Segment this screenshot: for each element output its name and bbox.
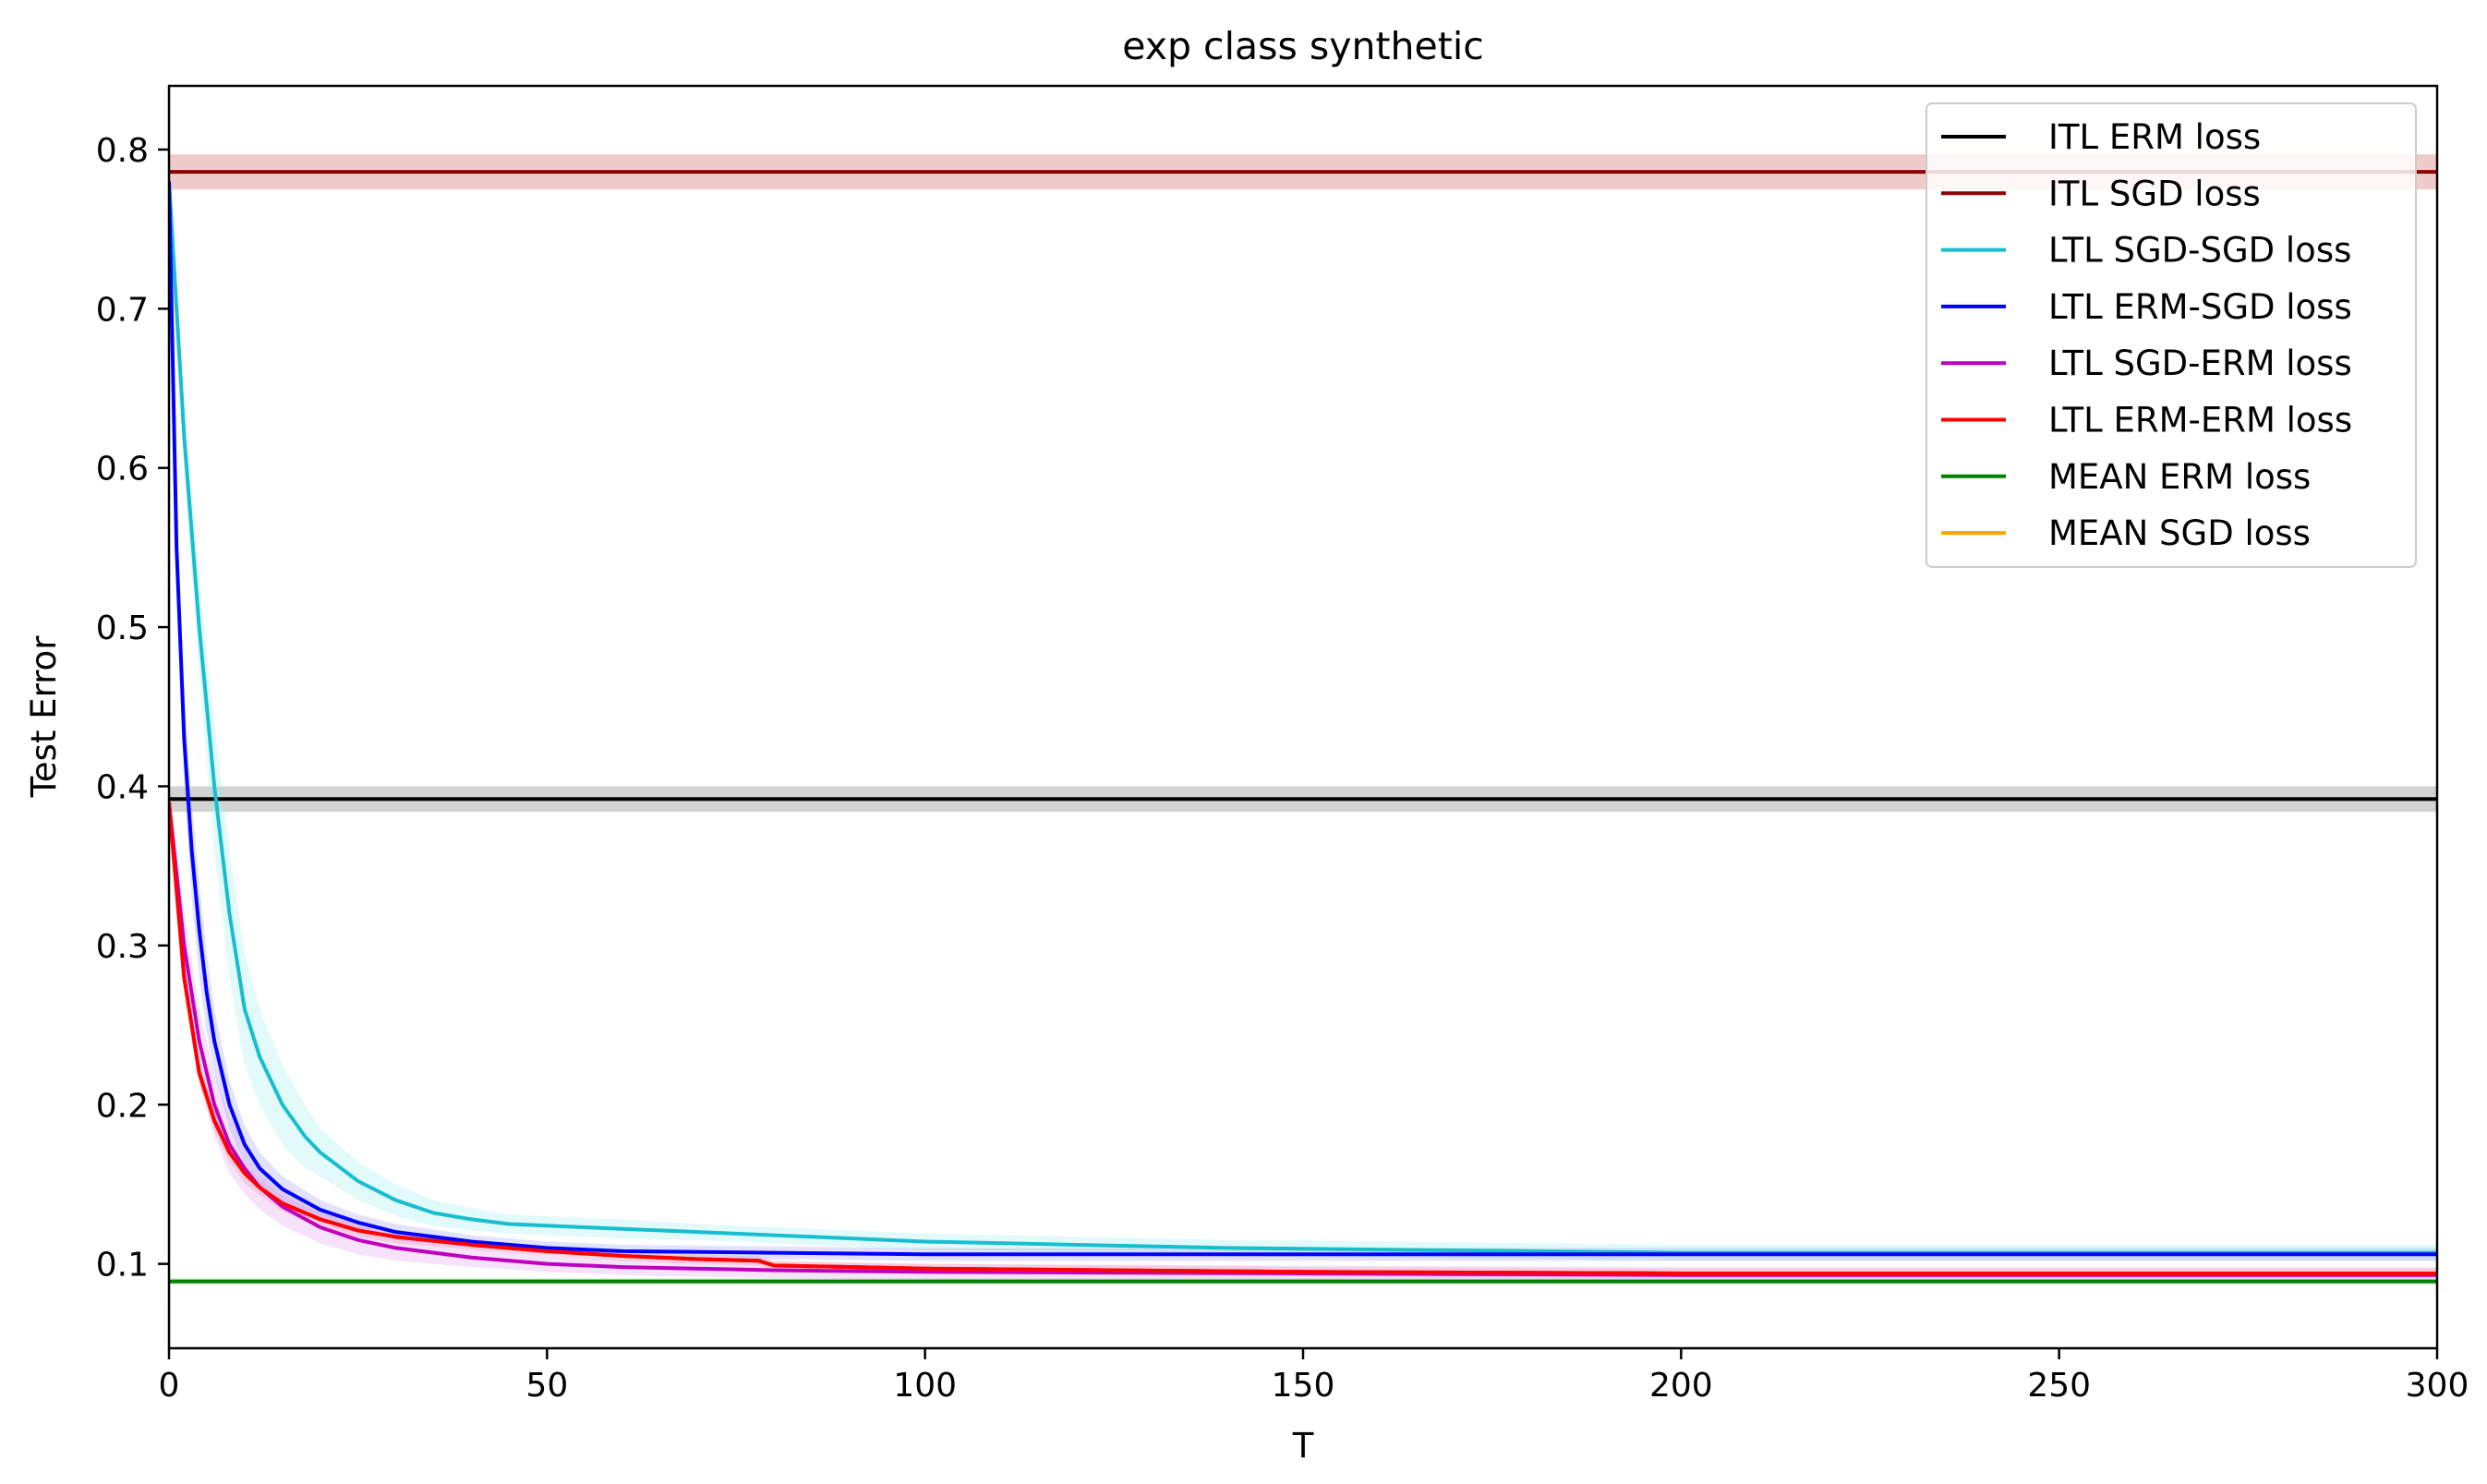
ltl-sgd-erm-loss-line bbox=[169, 802, 2437, 1277]
y-tick-label: 0.7 bbox=[96, 291, 149, 329]
legend-label-itl-sgd-loss: ITL SGD loss bbox=[2048, 174, 2261, 213]
y-axis: 0.1 0.2 0.3 0.4 0.5 0.6 0.7 0.8 bbox=[96, 132, 169, 1285]
legend-box bbox=[1926, 103, 2417, 568]
legend: ITL ERM loss ITL SGD loss LTL SGD-SGD loss… bbox=[1926, 103, 2417, 568]
x-tick-label: 0 bbox=[159, 1367, 180, 1405]
y-axis-label: Test Error bbox=[24, 635, 64, 799]
x-tick-label: 200 bbox=[1649, 1367, 1713, 1405]
y-tick-label: 0.5 bbox=[96, 609, 149, 647]
x-tick-label: 250 bbox=[2027, 1367, 2091, 1405]
chart-title: exp class synthetic bbox=[1122, 24, 1484, 68]
x-tick-label: 150 bbox=[1272, 1367, 1335, 1405]
y-tick-label: 0.1 bbox=[96, 1247, 149, 1285]
legend-label-mean-sgd-loss: MEAN SGD loss bbox=[2048, 513, 2311, 553]
legend-label-ltl-erm-erm-loss: LTL ERM-ERM loss bbox=[2048, 401, 2352, 440]
legend-label-ltl-sgd-sgd-loss: LTL SGD-SGD loss bbox=[2048, 231, 2351, 271]
ltl-sgd-sgd-loss-line bbox=[169, 181, 2437, 1255]
legend-label-mean-erm-loss: MEAN ERM loss bbox=[2048, 457, 2311, 497]
legend-label-ltl-sgd-erm-loss: LTL SGD-ERM loss bbox=[2048, 344, 2352, 383]
x-tick-label: 50 bbox=[525, 1367, 568, 1405]
legend-label-itl-erm-loss: ITL ERM loss bbox=[2048, 117, 2261, 157]
x-axis-label: T bbox=[1292, 1426, 1314, 1466]
ltl-erm-erm-loss-line bbox=[169, 802, 2437, 1275]
y-tick-label: 0.4 bbox=[96, 768, 149, 806]
x-axis: 0 50 100 150 200 250 300 bbox=[159, 1348, 2469, 1405]
y-tick-label: 0.3 bbox=[96, 928, 149, 966]
y-tick-label: 0.6 bbox=[96, 451, 149, 489]
y-tick-label: 0.8 bbox=[96, 132, 149, 170]
x-tick-label: 100 bbox=[893, 1367, 957, 1405]
y-tick-label: 0.2 bbox=[96, 1087, 149, 1125]
ltl-erm-sgd-loss-line bbox=[169, 181, 2437, 1257]
x-tick-label: 300 bbox=[2406, 1367, 2469, 1405]
legend-label-ltl-erm-sgd-loss: LTL ERM-SGD loss bbox=[2048, 287, 2352, 327]
